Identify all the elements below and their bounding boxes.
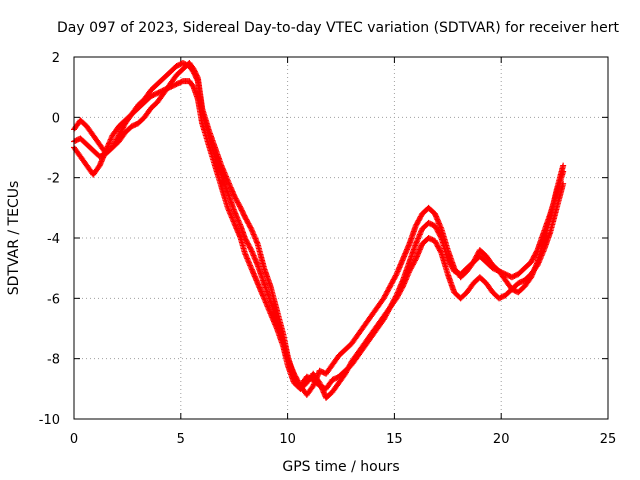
x-axis-label: GPS time / hours [282, 459, 399, 475]
y-tick-label: 0 [52, 111, 60, 126]
data-point [247, 245, 254, 252]
chart-title: Day 097 of 2023, Sidereal Day-to-day VTE… [57, 20, 619, 36]
y-tick-label: -4 [47, 232, 60, 247]
data-point [236, 203, 243, 210]
data-point [437, 248, 444, 255]
data-points [71, 60, 567, 401]
y-tick-label: -2 [47, 172, 60, 187]
data-point [247, 224, 254, 231]
data-point [194, 76, 201, 83]
data-point [392, 272, 399, 279]
y-tick-label: -10 [39, 413, 60, 428]
x-tick-label: 10 [279, 432, 296, 447]
data-point [412, 257, 419, 264]
y-axis-label: SDTVAR / TECUs [6, 181, 22, 296]
x-tick-label: 5 [177, 432, 185, 447]
x-tick-label: 20 [493, 432, 510, 447]
y-tick-label: -8 [47, 353, 60, 368]
grid-lines [74, 57, 608, 419]
x-tick-label: 25 [600, 432, 617, 447]
x-tick-label: 15 [386, 432, 403, 447]
plot-frame [73, 56, 609, 420]
y-tick-label: -6 [47, 292, 60, 307]
data-point [241, 212, 248, 219]
data-point [399, 284, 406, 291]
y-tick-label: 2 [52, 51, 60, 66]
data-point [560, 162, 567, 169]
x-tick-label: 0 [70, 432, 78, 447]
